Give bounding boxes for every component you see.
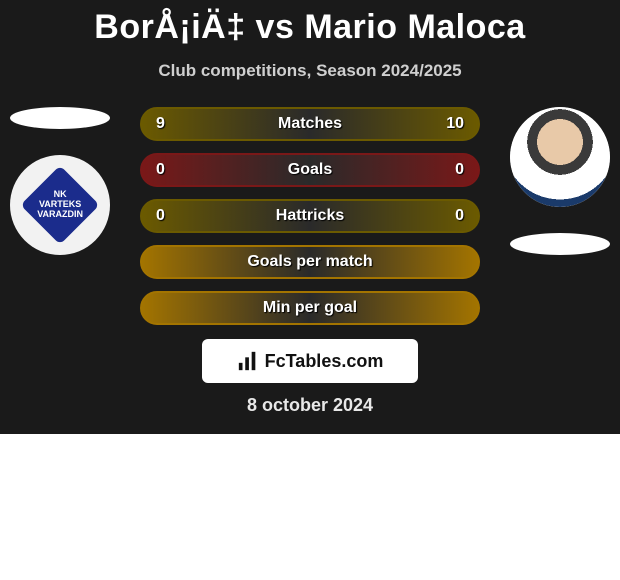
right-flag-pill [510,233,610,255]
goals-right-value: 0 [440,161,464,179]
gpm-label: Goals per match [247,253,372,271]
stat-row-goals-per-match: Goals per match [140,245,480,279]
subtitle: Club competitions, Season 2024/2025 [0,61,620,81]
stat-row-hattricks: 0 Hattricks 0 [140,199,480,233]
hattricks-label: Hattricks [276,207,344,225]
mpg-label: Min per goal [263,299,357,317]
left-player-column: NK VARTEKS VARAZDIN [0,107,120,255]
matches-right-value: 10 [440,115,464,133]
stat-row-matches: 9 Matches 10 [140,107,480,141]
matches-left-value: 9 [156,115,180,133]
branding-badge[interactable]: FcTables.com [202,339,418,383]
comparison-card: BorÅ¡iÄ‡ vs Mario Maloca Club competitio… [0,0,620,434]
right-player-avatar [510,107,610,207]
club-badge-text: NK VARTEKS VARAZDIN [32,190,88,220]
matches-label: Matches [278,115,342,133]
page-title: BorÅ¡iÄ‡ vs Mario Maloca [0,8,620,47]
bars-chart-icon [237,350,259,372]
comparison-body: NK VARTEKS VARAZDIN 9 Matches 10 0 Goals… [0,107,620,337]
goals-left-value: 0 [156,161,180,179]
stat-row-goals: 0 Goals 0 [140,153,480,187]
branding-text: FcTables.com [265,351,384,372]
stat-row-min-per-goal: Min per goal [140,291,480,325]
club-badge-shape: NK VARTEKS VARAZDIN [20,165,99,244]
hattricks-right-value: 0 [440,207,464,225]
goals-label: Goals [288,161,332,179]
hattricks-left-value: 0 [156,207,180,225]
stat-rows: 9 Matches 10 0 Goals 0 0 Hattricks 0 Goa… [140,107,480,337]
player-face-icon [510,107,610,207]
left-flag-pill [10,107,110,129]
right-player-column [500,107,620,255]
left-club-badge: NK VARTEKS VARAZDIN [10,155,110,255]
date-text: 8 october 2024 [0,395,620,416]
